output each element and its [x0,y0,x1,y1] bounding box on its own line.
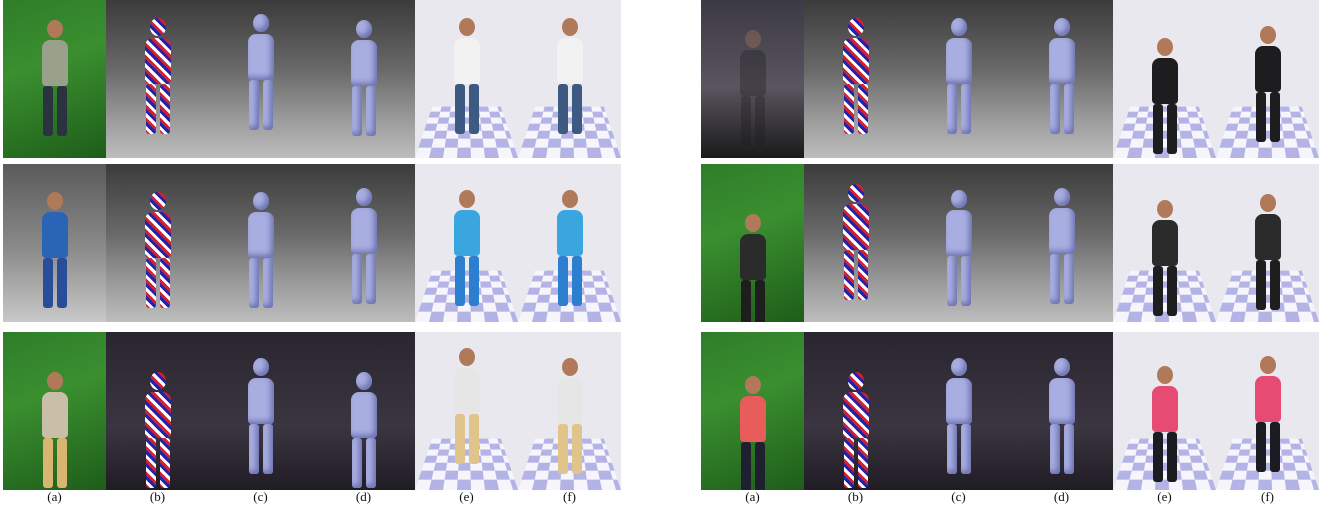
noisy-point-figure [144,372,171,488]
mesh-figure [945,358,972,474]
column-label-b: (b) [847,489,864,504]
mesh-result-d [1010,0,1113,158]
column-labels-left: (a) (b) (c) (d) (e) (f) [3,487,621,507]
textured-render-f [1216,164,1319,322]
column-label-d: (d) [1053,489,1070,504]
figure-row [701,0,1319,158]
noisy-point-figure [144,18,171,134]
person-figure [739,376,766,490]
mesh-figure [945,18,972,134]
noisy-point-figure [144,192,171,308]
mesh-result-c [907,0,1010,158]
mesh-figure [1048,188,1075,304]
figure-row [701,332,1319,490]
mesh-result-d [312,332,415,490]
textured-render-e [1113,332,1216,490]
textured-render-f [1216,332,1319,490]
mesh-result-c [209,332,312,490]
depth-input-image [106,332,209,490]
mesh-result-c [907,332,1010,490]
input-rgb-image [3,332,106,490]
column-label-a: (a) [47,489,62,504]
mesh-result-c [209,0,312,158]
textured-render-f [1216,0,1319,158]
textured-render-e [415,164,518,322]
person-figure [41,372,68,488]
depth-input-image [804,164,907,322]
mesh-result-c [907,164,1010,322]
rendered-person [453,190,480,306]
mesh-result-d [312,0,415,158]
column-label-f: (f) [1261,489,1274,504]
noisy-point-figure [842,18,869,134]
mesh-figure [1048,358,1075,474]
figure-row [3,164,621,322]
rendered-person [1254,356,1281,472]
textured-render-f [518,164,621,322]
column-label-e: (e) [459,489,474,504]
input-rgb-image [3,0,106,158]
column-label-c: (c) [951,489,966,504]
input-rgb-image [701,164,804,322]
textured-render-e [1113,164,1216,322]
column-labels-right: (a) (b) (c) (d) (e) (f) [701,487,1319,507]
column-label-d: (d) [355,489,372,504]
depth-input-image [106,0,209,158]
mesh-figure [1048,18,1075,134]
textured-render-e [415,0,518,158]
textured-render-f [518,332,621,490]
rendered-person [1151,366,1178,482]
figure-row [3,332,621,490]
column-label-b: (b) [149,489,166,504]
input-rgb-image [701,0,804,158]
rendered-person [1151,200,1178,316]
mesh-result-c [209,164,312,322]
figure-row [701,164,1319,322]
mesh-result-d [1010,164,1113,322]
figure-row [3,0,621,158]
mesh-result-d [312,164,415,322]
input-rgb-image [701,332,804,490]
rendered-person [1151,38,1178,154]
column-label-c: (c) [253,489,268,504]
rendered-person [453,18,480,134]
rendered-person [556,190,583,306]
rendered-person [1254,26,1281,142]
noisy-point-figure [842,372,869,488]
person-figure [41,192,68,308]
input-rgb-image [3,164,106,322]
column-label-f: (f) [563,489,576,504]
depth-input-image [106,164,209,322]
mesh-figure [247,192,274,308]
mesh-figure [350,372,377,488]
mesh-figure [350,188,377,304]
textured-render-e [1113,0,1216,158]
textured-render-e [415,332,518,490]
mesh-figure [945,190,972,306]
mesh-result-d [1010,332,1113,490]
person-figure [41,20,68,136]
column-label-a: (a) [745,489,760,504]
person-figure [739,214,766,322]
noisy-point-figure [842,184,869,300]
person-figure [739,30,766,146]
column-label-e: (e) [1157,489,1172,504]
rendered-person [453,348,480,464]
rendered-person [556,358,583,474]
depth-input-image [804,0,907,158]
mesh-figure [247,14,274,130]
mesh-figure [350,20,377,136]
rendered-person [1254,194,1281,310]
textured-render-f [518,0,621,158]
mesh-figure [247,358,274,474]
rendered-person [556,18,583,134]
depth-input-image [804,332,907,490]
